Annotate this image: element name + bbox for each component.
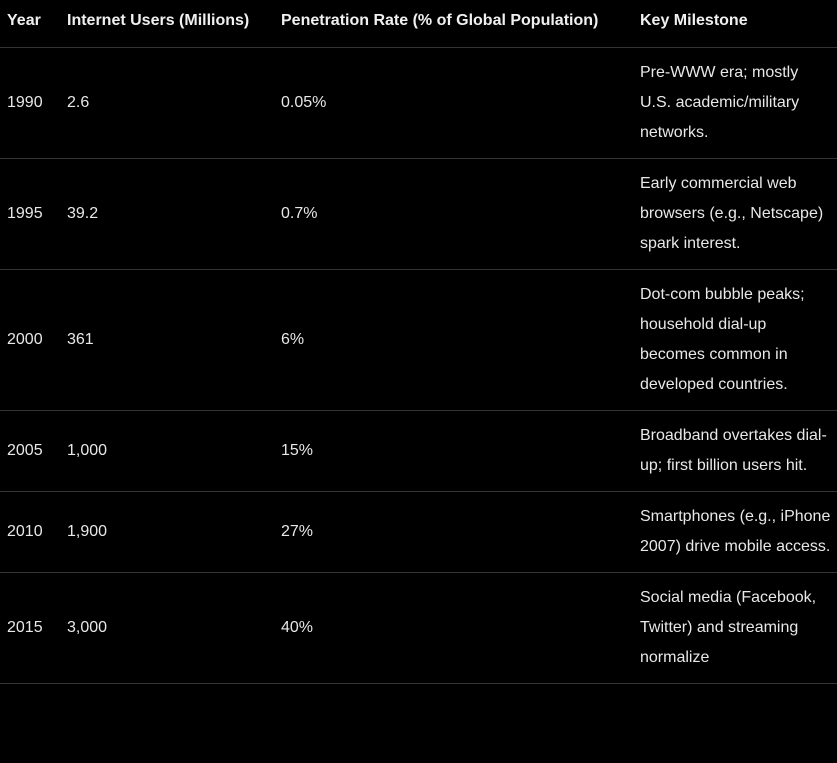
column-header: Year: [0, 0, 60, 48]
table-cell: 2.6: [60, 47, 274, 159]
table-cell: Early commercial web browsers (e.g., Net…: [633, 158, 837, 270]
column-header: Key Milestone: [633, 0, 837, 48]
table-cell: 1995: [0, 158, 60, 270]
table-row: 2010 1,900 27% Smartphones (e.g., iPhone 20…: [0, 491, 837, 573]
table-cell: 1,900: [60, 491, 274, 573]
table-row: 1990 2.6 0.05% Pre-WWW era; mostly U.S. aca…: [0, 47, 837, 159]
data-table: Year Internet Users (Millions) Penetration…: [0, 0, 837, 684]
table-cell: Broadband overtakes dial-up; first billi…: [633, 410, 837, 492]
table-cell: 15%: [274, 410, 633, 492]
table-row: 2005 1,000 15% Broadband overtakes dial-up;…: [0, 410, 837, 492]
table-cell: 1990: [0, 47, 60, 159]
table-row: 2015 3,000 40% Social media (Facebook, Twit…: [0, 572, 837, 684]
table-cell: 27%: [274, 491, 633, 573]
table-cell: 0.05%: [274, 47, 633, 159]
table-cell: Dot-com bubble peaks; household dial-up …: [633, 269, 837, 411]
table-cell: 361: [60, 269, 274, 411]
column-header: Internet Users (Millions): [60, 0, 274, 48]
table-cell: 2005: [0, 410, 60, 492]
table-cell: 39.2: [60, 158, 274, 270]
table-cell: Smartphones (e.g., iPhone 2007) drive mo…: [633, 491, 837, 573]
table-cell: 40%: [274, 572, 633, 684]
table-cell: Pre-WWW era; mostly U.S. academic/milita…: [633, 47, 837, 159]
table-row: 1995 39.2 0.7% Early commercial web browser…: [0, 158, 837, 270]
table-cell: 1,000: [60, 410, 274, 492]
table-cell: 3,000: [60, 572, 274, 684]
table-cell: 6%: [274, 269, 633, 411]
table-cell: 0.7%: [274, 158, 633, 270]
column-header: Penetration Rate (% of Global Population…: [274, 0, 633, 48]
table-cell: 2000: [0, 269, 60, 411]
table-cell: 2010: [0, 491, 60, 573]
header-row: Year Internet Users (Millions) Penetration…: [0, 0, 837, 48]
table-row: 2000 361 6% Dot-com bubble peaks; household…: [0, 269, 837, 411]
table-cell: Social media (Facebook, Twitter) and str…: [633, 572, 837, 684]
table-cell: 2015: [0, 572, 60, 684]
